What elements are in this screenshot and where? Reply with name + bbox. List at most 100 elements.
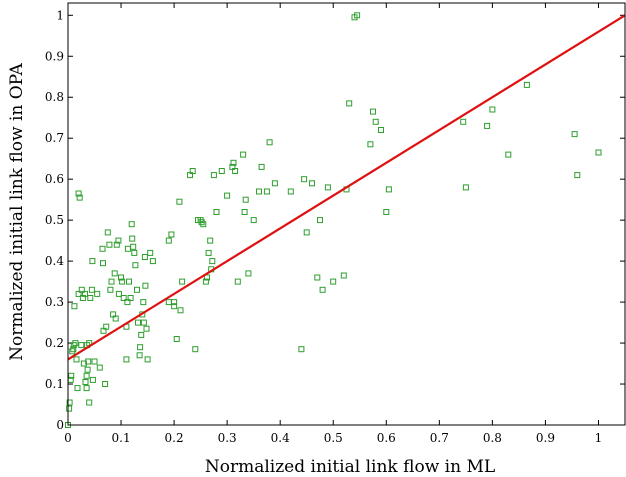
data-point bbox=[207, 237, 214, 244]
fit-line bbox=[67, 14, 626, 361]
data-point bbox=[287, 188, 294, 195]
y-tick-label: 0.7 bbox=[45, 131, 64, 145]
data-point bbox=[263, 188, 270, 195]
data-point bbox=[354, 12, 361, 19]
data-point bbox=[309, 180, 315, 187]
data-point bbox=[83, 385, 90, 392]
axis-ticks bbox=[67, 3, 625, 426]
data-point bbox=[202, 278, 209, 285]
data-point bbox=[232, 168, 239, 174]
data-point bbox=[66, 405, 73, 412]
data-point bbox=[523, 81, 530, 88]
data-point bbox=[115, 290, 122, 297]
data-point bbox=[200, 221, 207, 228]
data-point bbox=[88, 286, 95, 293]
data-point bbox=[89, 258, 96, 265]
data-point bbox=[245, 270, 252, 277]
data-point bbox=[132, 262, 139, 269]
x-tick-label: 0.8 bbox=[483, 431, 502, 445]
data-point bbox=[189, 168, 196, 174]
data-point bbox=[317, 217, 323, 224]
data-point bbox=[192, 346, 199, 353]
axes-box bbox=[67, 2, 626, 426]
data-point bbox=[103, 323, 110, 330]
data-point bbox=[137, 344, 144, 351]
data-point bbox=[78, 342, 85, 349]
y-tick-label: 1 bbox=[56, 8, 64, 22]
data-point bbox=[266, 139, 273, 146]
data-point bbox=[256, 188, 262, 195]
data-point bbox=[140, 319, 147, 326]
data-point bbox=[124, 299, 131, 306]
data-point bbox=[108, 278, 115, 285]
x-tick-label: 1 bbox=[595, 431, 603, 445]
data-point bbox=[171, 303, 178, 310]
data-point bbox=[100, 260, 106, 267]
data-point bbox=[240, 151, 247, 158]
data-point bbox=[205, 249, 212, 256]
data-point bbox=[370, 108, 376, 115]
data-point bbox=[241, 209, 248, 215]
data-point bbox=[176, 198, 183, 205]
y-tick-label: 0.9 bbox=[45, 49, 64, 63]
data-point bbox=[104, 229, 111, 236]
data-point bbox=[96, 364, 103, 371]
data-point bbox=[89, 376, 96, 383]
data-point bbox=[75, 190, 82, 197]
data-point bbox=[385, 186, 392, 193]
data-point bbox=[106, 241, 113, 248]
data-point bbox=[131, 249, 138, 256]
y-tick-label: 0.1 bbox=[45, 377, 64, 391]
data-point bbox=[119, 278, 126, 285]
data-point bbox=[83, 372, 90, 379]
data-point bbox=[136, 352, 143, 359]
x-tick-label: 0.9 bbox=[536, 431, 555, 445]
data-point bbox=[301, 176, 308, 183]
data-point bbox=[209, 258, 216, 265]
y-tick-label: 0.5 bbox=[45, 213, 64, 227]
data-point bbox=[138, 331, 145, 338]
data-point bbox=[71, 303, 78, 310]
data-point bbox=[82, 290, 88, 297]
data-point bbox=[112, 315, 119, 322]
data-point bbox=[78, 286, 85, 293]
data-point bbox=[173, 336, 180, 342]
data-point bbox=[171, 299, 178, 306]
data-point bbox=[574, 172, 581, 179]
data-point bbox=[319, 286, 326, 293]
data-point bbox=[324, 184, 331, 191]
data-point bbox=[143, 325, 150, 332]
data-point bbox=[330, 278, 337, 285]
data-point bbox=[505, 151, 512, 158]
data-point bbox=[142, 282, 149, 289]
data-point bbox=[367, 141, 374, 148]
data-point bbox=[82, 379, 89, 385]
axes-frame bbox=[67, 2, 626, 426]
data-point bbox=[70, 346, 77, 353]
data-point bbox=[462, 184, 469, 191]
data-point bbox=[86, 399, 93, 406]
data-point bbox=[144, 356, 151, 363]
data-point bbox=[102, 381, 109, 387]
data-point bbox=[91, 358, 98, 365]
data-point bbox=[224, 192, 231, 199]
data-point bbox=[75, 290, 82, 297]
y-tick-label: 0.4 bbox=[45, 254, 64, 268]
data-point bbox=[303, 229, 310, 236]
data-point bbox=[74, 385, 81, 392]
data-point bbox=[234, 278, 241, 285]
data-point bbox=[85, 358, 92, 365]
y-tick-label: 0.3 bbox=[45, 295, 64, 309]
data-point bbox=[372, 118, 379, 125]
data-point bbox=[118, 274, 124, 281]
data-point bbox=[66, 399, 73, 406]
data-point bbox=[84, 366, 91, 373]
data-point bbox=[99, 245, 106, 252]
data-point bbox=[126, 278, 132, 285]
y-tick-label: 0.6 bbox=[45, 172, 64, 186]
data-point bbox=[140, 299, 147, 306]
data-point bbox=[134, 286, 140, 293]
data-point bbox=[149, 258, 156, 265]
data-point bbox=[128, 221, 135, 228]
x-tick-label: 0.3 bbox=[218, 431, 237, 445]
